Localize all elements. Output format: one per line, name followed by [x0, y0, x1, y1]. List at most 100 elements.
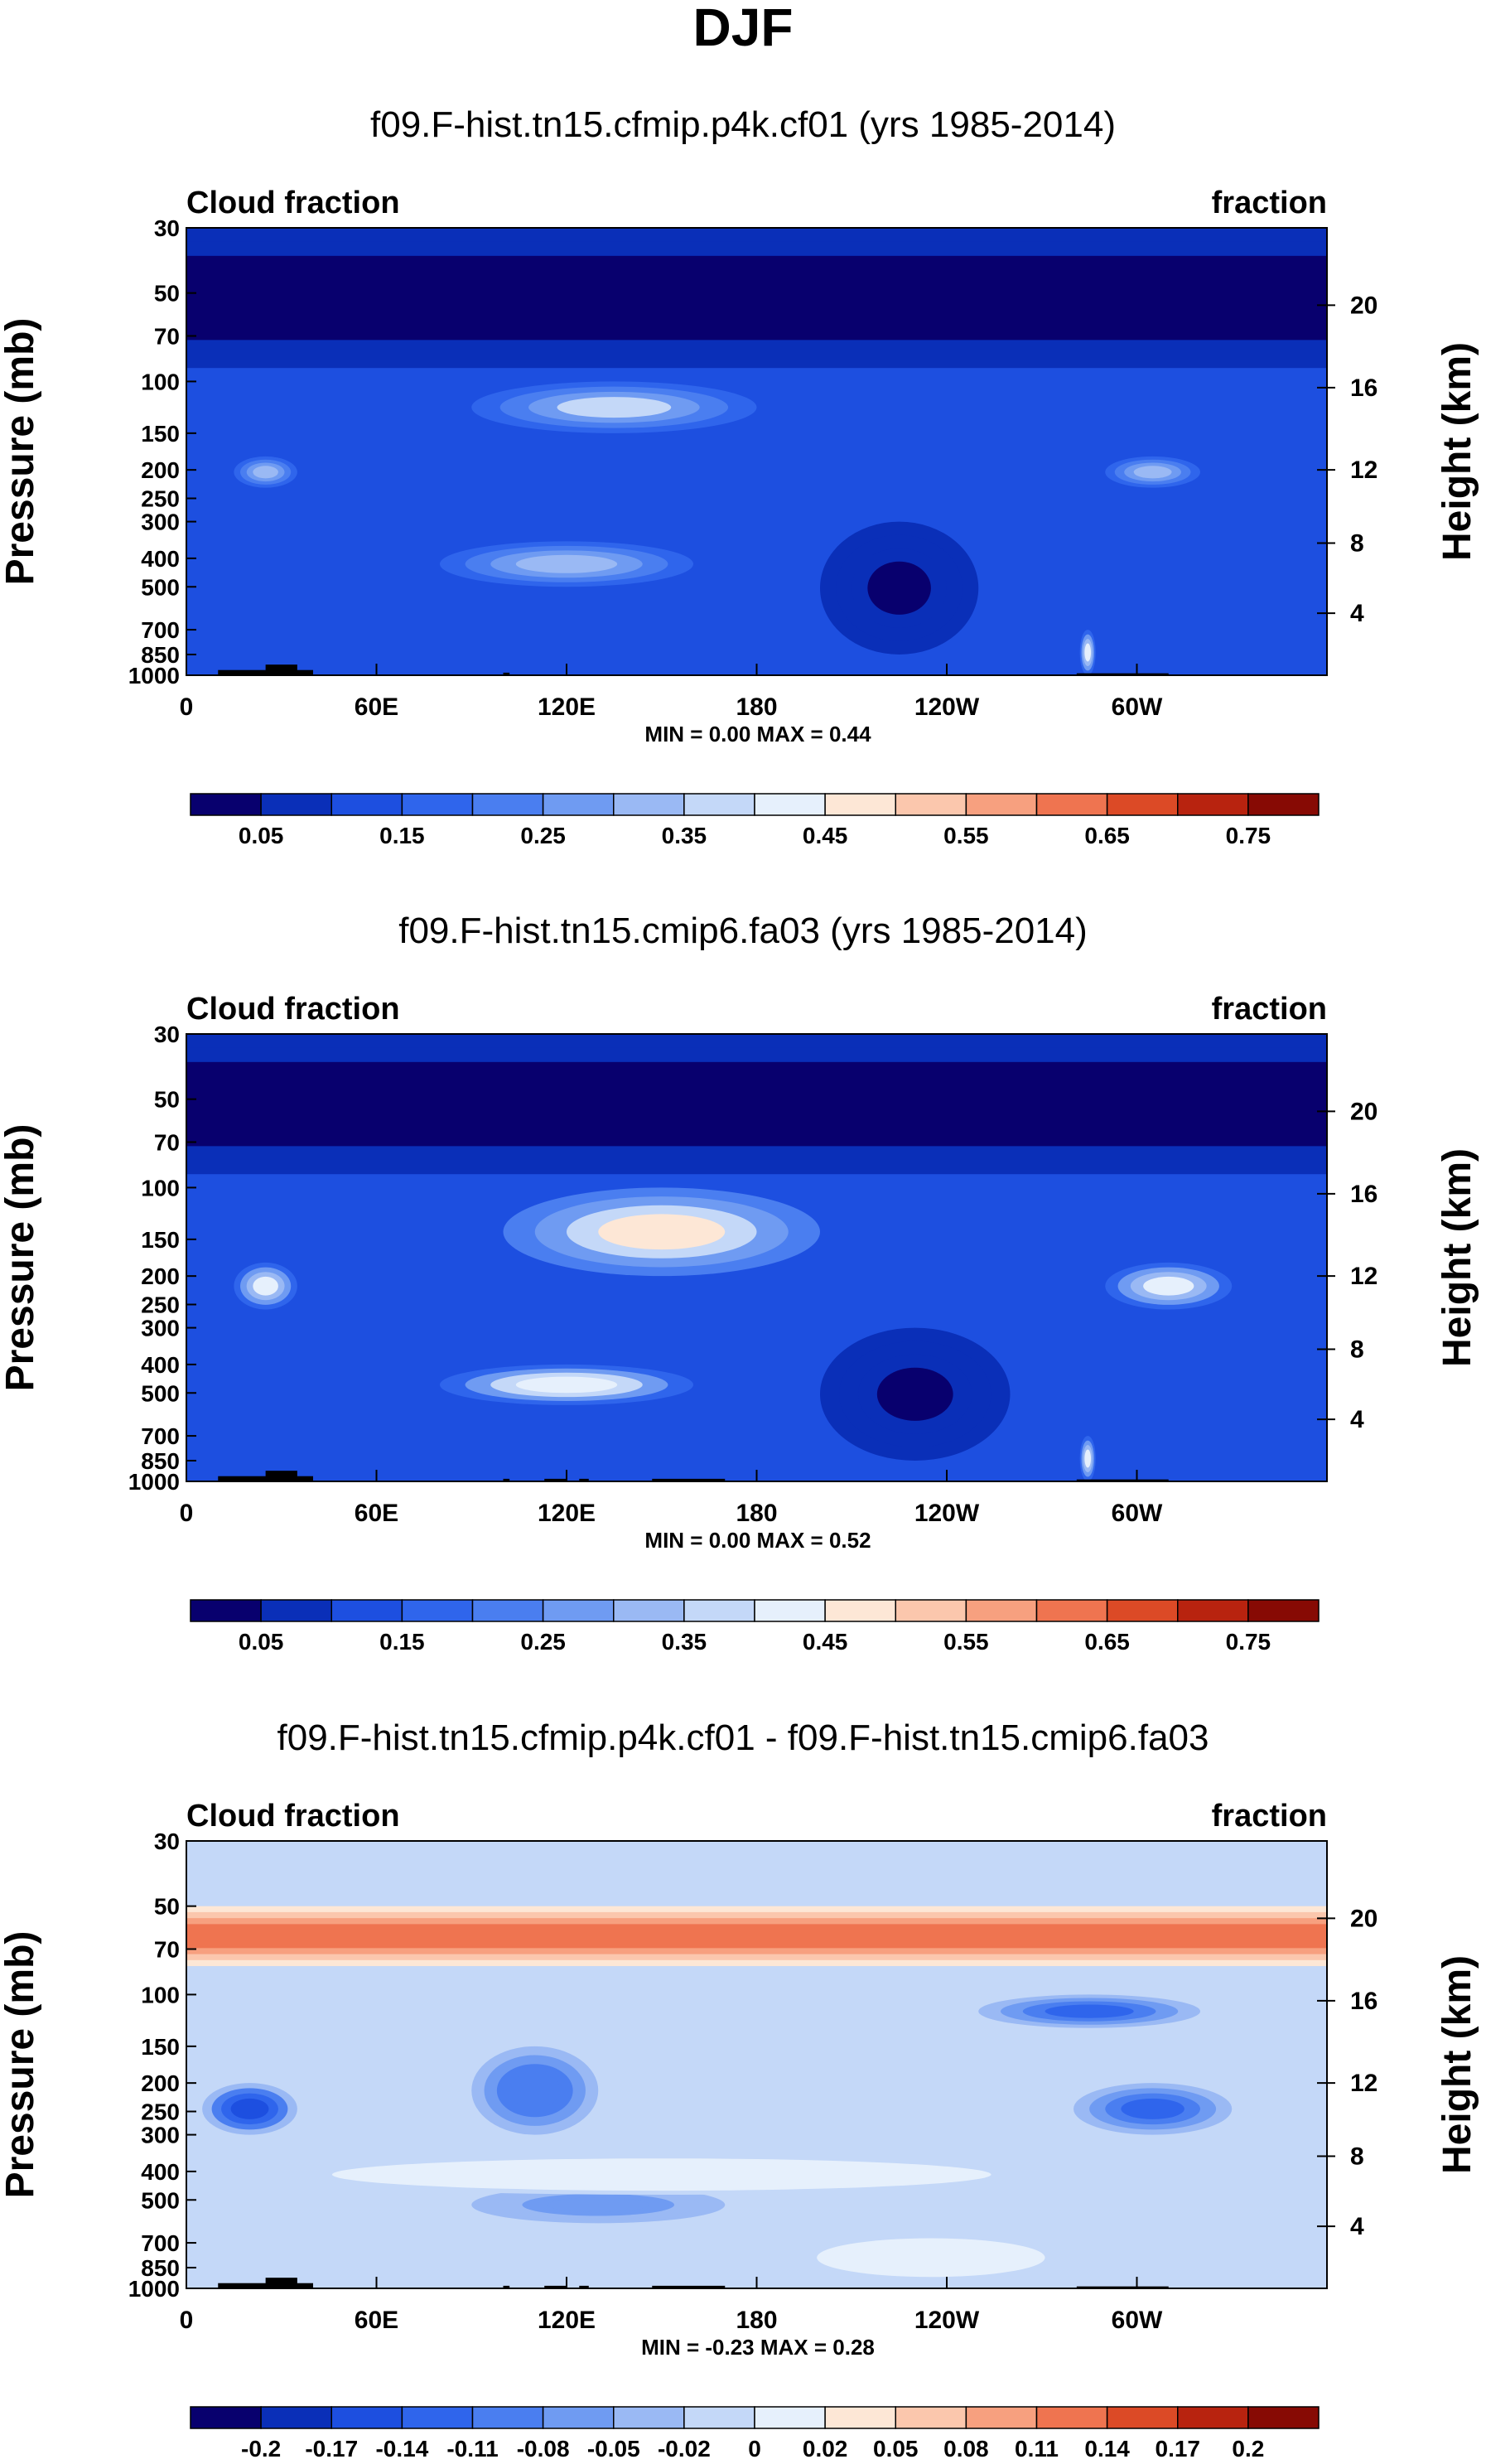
colorbar-label: -0.08 — [517, 2436, 570, 2462]
colorbar-label: 0.35 — [662, 1629, 707, 1655]
y-tick-label: 70 — [154, 323, 180, 349]
field-feature — [253, 1276, 278, 1296]
y2-axis-title: Height (km) — [1435, 342, 1479, 561]
y-axis-title: Pressure (mb) — [0, 1124, 42, 1392]
topography — [1076, 1479, 1169, 1481]
y-tick-label: 70 — [154, 1129, 180, 1155]
y-tick-label: 250 — [141, 1292, 180, 1318]
panel-3: f09.F-hist.tn15.cfmip.p4k.cf01 - f09.F-h… — [0, 1718, 1479, 2462]
colorbar-swatch — [965, 793, 1038, 816]
panel-title: f09.F-hist.tn15.cfmip.p4k.cf01 (yrs 1985… — [370, 104, 1116, 145]
panel-right-heading: fraction — [1212, 1799, 1327, 1834]
field-feature — [1133, 466, 1172, 479]
colorbar-label: 0 — [748, 2436, 761, 2462]
y-tick-label: 300 — [141, 2123, 180, 2148]
colorbar-label: -0.02 — [658, 2436, 711, 2462]
topography — [579, 2285, 589, 2288]
colorbar-swatch — [471, 2406, 544, 2429]
field-feature — [1084, 1449, 1092, 1468]
y-tick-label: 100 — [141, 1982, 180, 2007]
x-tick-label: 180 — [736, 693, 777, 721]
colorbar-label: 0.08 — [943, 2436, 989, 2462]
field-feature — [186, 1075, 1327, 1133]
x-tick-label: 0 — [180, 693, 194, 721]
colorbar-swatch — [401, 2406, 474, 2429]
panel-right-heading: fraction — [1212, 992, 1327, 1027]
y-tick-label: 250 — [141, 2099, 180, 2125]
colorbar-swatch — [330, 1599, 403, 1622]
y-tick-label: 200 — [141, 457, 180, 483]
topography — [265, 1471, 297, 1481]
y-tick-label: 300 — [141, 1316, 180, 1341]
colorbar-swatch — [542, 1599, 615, 1622]
colorbar-swatch — [330, 2406, 403, 2429]
topography — [579, 1478, 589, 1481]
colorbar-swatch — [1106, 1599, 1179, 1622]
topography — [1076, 2286, 1169, 2288]
colorbar-swatch — [330, 793, 403, 816]
x-tick-label: 120E — [538, 1500, 596, 1527]
y-tick-label: 150 — [141, 421, 180, 447]
y2-tick-label: 12 — [1350, 457, 1377, 484]
field-feature — [874, 2248, 988, 2268]
y2-tick-label: 4 — [1350, 2213, 1364, 2240]
field-feature — [230, 2098, 269, 2119]
y-tick-label: 1000 — [128, 1469, 180, 1495]
colorbar-swatch — [401, 793, 474, 816]
colorbar-label: 0.05 — [873, 2436, 919, 2462]
y2-tick-label: 20 — [1350, 1098, 1377, 1125]
topography — [503, 672, 510, 675]
colorbar-swatch — [895, 793, 967, 816]
x-tick-label: 180 — [736, 1500, 777, 1527]
colorbar-swatch — [542, 2406, 615, 2429]
colorbar-label: 0.75 — [1226, 1629, 1271, 1655]
colorbar-label: 0.25 — [520, 1629, 566, 1655]
panel-right-heading: fraction — [1212, 186, 1327, 220]
y-tick-label: 50 — [154, 281, 180, 307]
topography — [652, 1478, 726, 1481]
colorbar-label: -0.2 — [241, 2436, 281, 2462]
colorbar-swatch — [613, 1599, 685, 1622]
y2-tick-label: 20 — [1350, 292, 1377, 319]
y-tick-label: 500 — [141, 2187, 180, 2213]
topography — [652, 2285, 726, 2288]
heatmap-field — [186, 1841, 1327, 2288]
colorbar-swatch — [260, 1599, 332, 1622]
y2-axis-title: Height (km) — [1435, 1148, 1479, 1367]
colorbar-label: 0.45 — [803, 823, 848, 848]
colorbar-label: 0.65 — [1084, 1629, 1130, 1655]
colorbar-label: -0.11 — [446, 2436, 498, 2462]
y-tick-label: 1000 — [128, 663, 180, 688]
x-tick-label: 0 — [180, 2307, 194, 2334]
colorbar-swatch — [754, 2406, 826, 2429]
colorbar-swatch — [1177, 793, 1249, 816]
y2-tick-label: 8 — [1350, 530, 1364, 558]
colorbar-swatch — [1247, 793, 1320, 816]
y2-tick-label: 16 — [1350, 374, 1377, 402]
x-tick-label: 120W — [914, 693, 980, 721]
colorbar-label: 0.14 — [1084, 2436, 1130, 2462]
y2-tick-label: 4 — [1350, 1406, 1364, 1433]
colorbar-swatch — [1035, 793, 1108, 816]
field-feature — [515, 554, 618, 573]
field-feature — [186, 269, 1327, 326]
topography — [544, 2285, 567, 2288]
colorbar-label: 0.15 — [379, 1629, 425, 1655]
colorbar-swatch — [1035, 1599, 1108, 1622]
x-tick-label: 60E — [355, 693, 398, 721]
colorbar-swatch — [613, 793, 685, 816]
colorbar-swatch — [824, 793, 896, 816]
y-tick-label: 500 — [141, 574, 180, 600]
colorbar-swatch — [190, 793, 262, 816]
x-tick-label: 180 — [736, 2307, 777, 2334]
colorbar-swatch — [1177, 2406, 1249, 2429]
panel-2: f09.F-hist.tn15.cmip6.fa03 (yrs 1985-201… — [0, 911, 1479, 1655]
colorbar-label: 0.11 — [1015, 2436, 1059, 2462]
colorbar-label: 0.55 — [943, 823, 989, 848]
colorbar-label: 0.05 — [239, 823, 284, 848]
colorbar-swatch — [260, 2406, 332, 2429]
colorbar-swatch — [683, 2406, 755, 2429]
field-feature — [1045, 2004, 1134, 2018]
colorbar-swatch — [754, 1599, 826, 1622]
